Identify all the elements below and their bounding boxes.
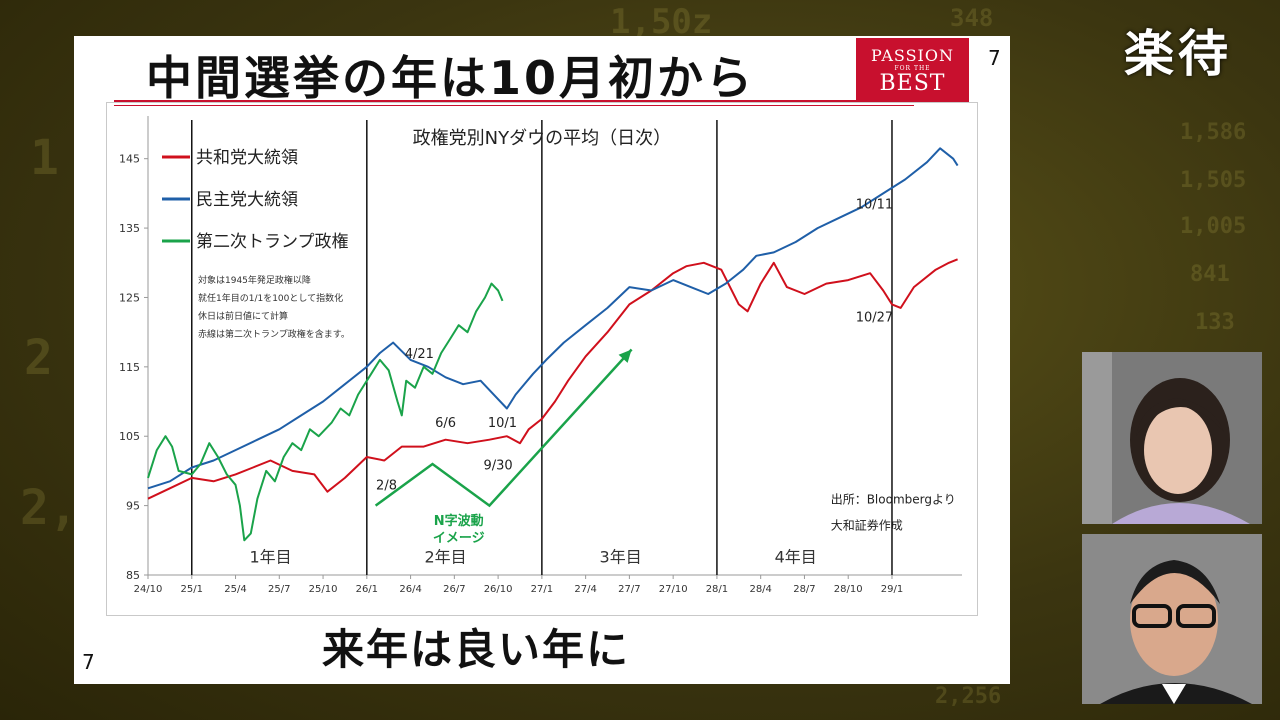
term-label: 4年目 [775, 548, 817, 567]
source-note: 大和証券作成 [831, 518, 903, 533]
background-digit: 348 [950, 4, 994, 32]
n-wave-label: N字波動 [434, 513, 484, 529]
x-tick-label: 28/1 [706, 584, 728, 595]
y-tick-label: 135 [119, 222, 140, 235]
x-tick-label: 29/1 [881, 584, 903, 595]
presenter-video-man [1082, 534, 1262, 704]
slide-caption: 来年は良い年に [322, 625, 631, 674]
dow-average-chart: 85 95 105 115 125 135 145 24/10 25/1 25/4 25/7 25/1… [119, 116, 962, 595]
passion-for-the-best-logo: PASSION FOR THE BEST [856, 38, 969, 102]
date-annotation: 10/27 [856, 311, 893, 326]
term-label: 3年目 [600, 548, 642, 567]
series-line-1 [147, 147, 959, 490]
series-line-2 [147, 282, 504, 542]
date-annotation: 10/11 [856, 198, 893, 213]
y-tick-label: 105 [119, 430, 140, 443]
background-digit: 2,256 [935, 684, 1002, 709]
presenter-video-woman [1082, 352, 1262, 524]
n-wave-label: イメージ [433, 531, 485, 546]
legend-label-2: 第二次トランプ政権 [196, 232, 349, 252]
x-tick-label: 27/10 [659, 584, 688, 595]
x-tick-label: 24/10 [134, 584, 163, 595]
background-digit: 2 [24, 330, 53, 386]
chart-note: 休日は前日値にて計算 [198, 310, 288, 322]
x-tick-label: 28/10 [834, 584, 863, 595]
slide-title: 中間選挙の年は10月初から [146, 51, 756, 105]
page-number-top: 7 [988, 46, 1001, 70]
date-annotation: 2/8 [376, 479, 397, 494]
date-annotation: 6/6 [435, 416, 456, 431]
y-tick-label: 115 [119, 361, 140, 374]
date-annotation: 10/1 [488, 416, 517, 431]
y-tick-label: 95 [126, 500, 140, 513]
chart-title: 政権党別NYダウの平均（日次） [413, 128, 671, 149]
background-digit: 1 [30, 130, 59, 186]
x-tick-label: 28/4 [749, 584, 771, 595]
legend-label-1: 民主党大統領 [196, 190, 298, 210]
background-digit: 133 [1195, 310, 1235, 335]
x-tick-label: 26/10 [484, 584, 513, 595]
page-number-bottom: 7 [82, 650, 95, 674]
background-digit: 1,505 [1180, 168, 1247, 193]
x-tick-label: 25/4 [224, 584, 246, 595]
x-tick-label: 27/1 [531, 584, 553, 595]
term-label: 1年目 [249, 548, 291, 567]
x-tick-label: 26/7 [443, 584, 465, 595]
y-tick-label: 125 [119, 291, 140, 304]
x-tick-label: 26/4 [399, 584, 421, 595]
y-tick-label: 145 [119, 153, 140, 166]
chart-note: 就任1年目の1/1を100として指数化 [198, 292, 343, 304]
chart-frame [106, 102, 978, 616]
background-digit: 2, [20, 480, 78, 536]
term-label: 2年目 [424, 548, 466, 567]
legend-label-0: 共和党大統領 [196, 148, 298, 168]
background-digit: 1,005 [1180, 214, 1247, 239]
x-tick-label: 27/7 [618, 584, 640, 595]
date-annotation: 9/30 [484, 459, 513, 474]
background-digit: 841 [1190, 262, 1230, 287]
x-tick-label: 26/1 [356, 584, 378, 595]
y-tick-label: 85 [126, 569, 140, 582]
n-wave-line [374, 348, 633, 508]
series-line-0 [147, 258, 958, 500]
title-underline [114, 100, 914, 103]
title-underline-thin [114, 105, 914, 106]
x-tick-label: 25/10 [309, 584, 338, 595]
chart-note: 赤線は第二次トランプ政権を含ます。 [198, 328, 350, 340]
date-annotation: 4/21 [405, 347, 434, 362]
x-tick-label: 25/1 [181, 584, 203, 595]
n-wave-arrowhead [618, 349, 632, 363]
x-tick-label: 25/7 [268, 584, 290, 595]
source-note: 出所：Bloombergより [831, 493, 956, 507]
background-digit: 1,586 [1180, 120, 1247, 145]
chart-note: 対象は1945年発足政権以降 [198, 274, 311, 286]
x-tick-label: 28/7 [793, 584, 815, 595]
presentation-slide: 中間選挙の年は10月初から PASSION FOR THE BEST 7 7 8… [74, 36, 1010, 684]
background-digit: 1,50z [610, 2, 713, 42]
channel-tag: 楽待 [1124, 25, 1232, 83]
x-tick-label: 27/4 [574, 584, 596, 595]
